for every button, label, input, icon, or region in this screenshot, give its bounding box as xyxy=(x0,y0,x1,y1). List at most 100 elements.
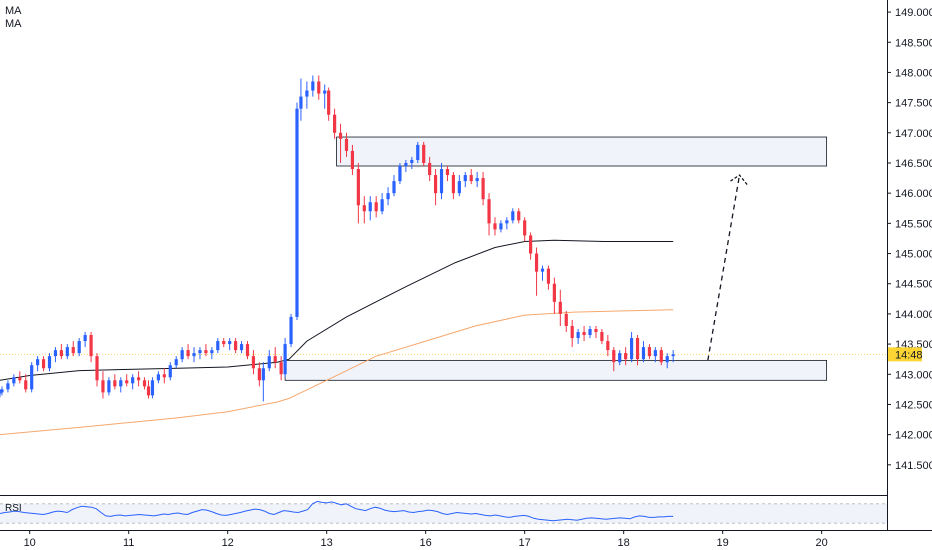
candle-body xyxy=(0,389,4,393)
candle-body xyxy=(416,144,420,160)
candle-body xyxy=(107,380,111,393)
candle-body xyxy=(368,202,372,212)
candle-body xyxy=(386,193,390,200)
candle-body xyxy=(475,178,479,182)
candle-body xyxy=(142,380,147,387)
candle-body xyxy=(12,377,16,384)
candle-body xyxy=(156,374,160,381)
candle-body xyxy=(647,347,652,357)
candle-body xyxy=(641,347,646,360)
candle-body xyxy=(36,359,40,366)
candle-body xyxy=(228,341,232,345)
candle-body xyxy=(180,350,184,360)
rsi-pane[interactable] xyxy=(0,500,887,524)
y-tick-label: 141.500 xyxy=(895,460,932,472)
candle-body xyxy=(558,301,562,314)
candle-body xyxy=(629,338,634,360)
candle-body xyxy=(192,353,196,357)
candle-body xyxy=(439,169,444,194)
candle-body xyxy=(380,199,384,212)
ma-indicator-label-2[interactable]: MA xyxy=(5,18,22,30)
y-tick-label: 145.500 xyxy=(895,218,932,230)
y-tick-label: 143.000 xyxy=(895,369,932,381)
ma-long-line xyxy=(0,239,674,381)
candle-body xyxy=(463,175,467,182)
candle-body xyxy=(576,332,580,339)
candle-body xyxy=(251,356,256,369)
candle-body xyxy=(671,354,675,357)
candle-body xyxy=(168,365,172,378)
candle-body xyxy=(150,380,155,396)
candle-body xyxy=(24,380,28,390)
candle-body xyxy=(71,347,75,354)
candle-body xyxy=(162,374,166,378)
projection-line xyxy=(707,174,741,361)
candle-body xyxy=(451,175,455,194)
last-price-badge-text: 14:48 xyxy=(895,349,923,361)
candle-body xyxy=(350,150,355,170)
candle-body xyxy=(422,144,426,163)
y-tick-label: 148.500 xyxy=(895,37,932,49)
candle-body xyxy=(119,380,123,387)
candle-body xyxy=(41,359,46,369)
candle-body xyxy=(534,253,539,272)
candle-body xyxy=(505,220,509,224)
time-axis[interactable]: 10 11 12 13 16 17 18 19 20 xyxy=(0,530,932,549)
y-tick-label: 148.000 xyxy=(895,67,932,79)
candle-body xyxy=(323,90,327,94)
y-tick-label: 147.500 xyxy=(895,98,932,110)
candle-body xyxy=(136,377,141,381)
candle-body xyxy=(216,341,220,351)
candle-body xyxy=(511,211,515,221)
candle-body xyxy=(338,132,343,139)
candle-body xyxy=(428,162,432,176)
candle-body xyxy=(30,365,34,390)
candle-body xyxy=(588,328,592,336)
candle-body xyxy=(146,386,151,396)
candle-body xyxy=(493,223,497,230)
candle-body xyxy=(95,356,99,381)
projection-arrowhead xyxy=(730,174,749,186)
candle-body xyxy=(283,344,287,375)
candle-body xyxy=(481,178,485,200)
candle-body xyxy=(0,392,2,394)
candle-body xyxy=(131,377,135,384)
candle-body xyxy=(404,162,408,167)
candle-body xyxy=(257,368,261,381)
candle-body xyxy=(618,353,622,363)
candle-body xyxy=(570,325,574,339)
ma-indicator-label-1[interactable]: MA xyxy=(5,5,22,17)
candle-body xyxy=(344,138,349,151)
candle-body xyxy=(239,344,244,351)
candle-body xyxy=(594,328,598,333)
candle-body xyxy=(635,338,640,360)
candle-body xyxy=(445,169,450,176)
candle-body xyxy=(186,350,190,357)
rsi-indicator-label[interactable]: RSI xyxy=(5,503,22,514)
candle-body xyxy=(299,96,303,109)
candle-body xyxy=(564,313,568,326)
candle-body xyxy=(198,350,202,354)
candle-body xyxy=(552,283,556,302)
x-tick-label: 19 xyxy=(717,537,729,549)
candle-body xyxy=(210,350,214,354)
zone-rect-2 xyxy=(284,359,828,381)
candle-body xyxy=(77,341,81,354)
candle-body xyxy=(523,220,527,236)
y-tick-label: 145.000 xyxy=(895,249,932,261)
candle-body xyxy=(600,332,604,342)
rsi-line xyxy=(0,500,674,522)
candle-body xyxy=(174,359,178,366)
price-axis[interactable]: 141.500142.000142.500143.000143.500144.0… xyxy=(887,0,932,530)
candle-body xyxy=(267,356,271,369)
candle-body xyxy=(624,353,628,360)
candle-body xyxy=(89,335,93,357)
candle-body xyxy=(517,211,521,221)
candle-body xyxy=(18,377,22,381)
candle-body xyxy=(499,223,503,230)
price-pane[interactable] xyxy=(0,75,887,496)
x-tick-label: 13 xyxy=(321,537,333,549)
candle-body xyxy=(540,268,545,272)
candle-body xyxy=(392,181,396,194)
